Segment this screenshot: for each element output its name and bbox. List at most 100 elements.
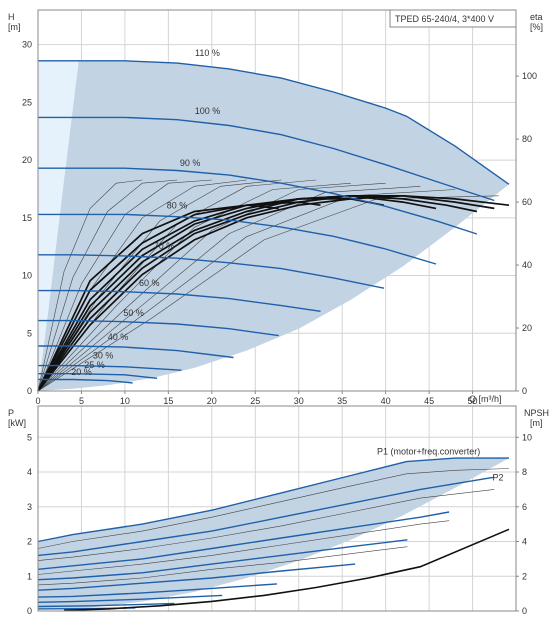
head-curve-3 bbox=[38, 213, 437, 265]
top-y-left-tick-20: 20 bbox=[22, 155, 32, 165]
bottom-ylabel-right-unit: [m] bbox=[530, 418, 543, 428]
bottom-y-right-tick-2: 2 bbox=[522, 571, 527, 581]
head-curve-1 bbox=[38, 116, 495, 202]
head-curve-10 bbox=[38, 378, 133, 384]
power-curve-5 bbox=[37, 583, 278, 598]
top-x-tick-30: 30 bbox=[294, 396, 304, 406]
eta-thin-curve-4 bbox=[37, 179, 282, 392]
speed-label-4: 70 % bbox=[154, 241, 175, 251]
bottom-plot-frame bbox=[37, 405, 517, 612]
head-curve-8 bbox=[38, 364, 182, 371]
p-thin-curve-1 bbox=[37, 489, 495, 561]
eta-curve-5 bbox=[37, 201, 321, 392]
bottom-y-left-tick-1: 1 bbox=[27, 571, 32, 581]
eta-thin-curve-7 bbox=[37, 182, 386, 392]
p-thin-curve-0 bbox=[37, 468, 510, 549]
top-x-tick-50: 50 bbox=[468, 396, 478, 406]
bottom-annotation-1: P2 bbox=[493, 473, 504, 483]
top-x-tick-35: 35 bbox=[337, 396, 347, 406]
top-y-left-tick-5: 5 bbox=[27, 328, 32, 338]
head-curve-5 bbox=[38, 289, 321, 312]
top-y-left-tick-25: 25 bbox=[22, 97, 32, 107]
speed-label-7: 40 % bbox=[108, 332, 129, 342]
bottom-annotation-0: P1 (motor+freq.converter) bbox=[377, 447, 480, 457]
bottom-y-right-tick-10: 10 bbox=[522, 432, 532, 442]
p-thin-curve-2 bbox=[37, 520, 450, 575]
eta-thin-curve-8 bbox=[37, 186, 421, 392]
eta-curve-2 bbox=[37, 194, 478, 392]
power-curve-0 bbox=[37, 457, 509, 543]
bottom-y-left-tick-3: 3 bbox=[27, 502, 32, 512]
eta-thin-curve-9 bbox=[37, 189, 456, 392]
top-x-tick-25: 25 bbox=[250, 396, 260, 406]
power-curve-2 bbox=[37, 511, 450, 570]
bottom-y-left-tick-5: 5 bbox=[27, 432, 32, 442]
speed-label-1: 100 % bbox=[195, 106, 221, 116]
top-x-tick-5: 5 bbox=[79, 396, 84, 406]
speed-label-9: 25 % bbox=[84, 360, 105, 370]
top-y-right-tick-20: 20 bbox=[522, 323, 532, 333]
eta-thin-curve-1 bbox=[37, 179, 178, 392]
bottom-ylabel-left-name: P bbox=[8, 408, 14, 418]
head-curve-9 bbox=[38, 373, 158, 379]
speed-label-6: 50 % bbox=[123, 308, 144, 318]
bottom-y-left-tick-2: 2 bbox=[27, 537, 32, 547]
speed-label-10: 20 % bbox=[71, 367, 92, 377]
top-y-left-tick-10: 10 bbox=[22, 271, 32, 281]
power-curve-6 bbox=[37, 594, 223, 603]
top-x-tick-0: 0 bbox=[35, 396, 40, 406]
speed-label-5: 60 % bbox=[139, 278, 160, 288]
p-thin-curve-3 bbox=[37, 546, 408, 586]
bottom-y-left-tick-4: 4 bbox=[27, 467, 32, 477]
power-curve-7 bbox=[37, 602, 175, 608]
bottom-operating-envelope bbox=[38, 458, 509, 610]
eta-curve-3 bbox=[37, 194, 437, 392]
head-curve-6 bbox=[38, 319, 279, 337]
top-x-tick-20: 20 bbox=[207, 396, 217, 406]
head-curve-7 bbox=[38, 345, 234, 359]
chart-title-box bbox=[389, 9, 517, 28]
top-y-left-tick-30: 30 bbox=[22, 40, 32, 50]
head-curve-4 bbox=[38, 254, 385, 289]
top-x-tick-15: 15 bbox=[163, 396, 173, 406]
top-y-left-tick-15: 15 bbox=[22, 213, 32, 223]
top-x-tick-40: 40 bbox=[381, 396, 391, 406]
top-y-right-tick-100: 100 bbox=[522, 71, 537, 81]
top-y-right-tick-0: 0 bbox=[522, 386, 527, 396]
npsh-curve bbox=[64, 528, 510, 612]
eta-curve-0 bbox=[37, 194, 510, 392]
bottom-y-right-tick-0: 0 bbox=[522, 606, 527, 616]
speed-label-8: 30 % bbox=[93, 351, 114, 361]
speed-label-2: 90 % bbox=[180, 158, 201, 168]
bottom-ylabel-right-name: NPSH bbox=[524, 408, 549, 418]
top-y-right-tick-40: 40 bbox=[522, 260, 532, 270]
top-x-tick-45: 45 bbox=[424, 396, 434, 406]
top-ylabel-left-name: H bbox=[8, 12, 15, 22]
speed-label-0: 110 % bbox=[195, 48, 220, 58]
top-x-tick-10: 10 bbox=[120, 396, 130, 406]
top-ylabel-right-name: eta bbox=[530, 12, 543, 22]
head-curve-0 bbox=[38, 60, 510, 185]
power-curve-1 bbox=[37, 476, 495, 557]
top-ylabel-right-unit: [%] bbox=[530, 22, 543, 32]
power-curve-4 bbox=[37, 563, 356, 591]
eta-thin-curve-0 bbox=[37, 179, 143, 392]
top-y-left-tick-0: 0 bbox=[27, 386, 32, 396]
top-ylabel-left-unit: [m] bbox=[8, 22, 21, 32]
speed-label-3: 80 % bbox=[167, 201, 188, 211]
eta-curve-6 bbox=[37, 204, 279, 392]
eta-thin-curve-6 bbox=[37, 182, 351, 392]
top-light-region bbox=[38, 60, 79, 392]
top-xlabel: Q [m³/h] bbox=[469, 394, 502, 404]
bottom-ylabel-left-unit: [kW] bbox=[8, 418, 26, 428]
bottom-y-right-tick-6: 6 bbox=[522, 502, 527, 512]
bottom-y-left-tick-0: 0 bbox=[27, 606, 32, 616]
top-y-right-tick-60: 60 bbox=[522, 197, 532, 207]
top-y-right-tick-80: 80 bbox=[522, 134, 532, 144]
top-plot-frame bbox=[37, 9, 517, 392]
power-curve-3 bbox=[37, 539, 408, 581]
bottom-y-right-tick-4: 4 bbox=[522, 537, 527, 547]
head-curve-2 bbox=[38, 167, 478, 235]
bottom-y-right-tick-8: 8 bbox=[522, 467, 527, 477]
